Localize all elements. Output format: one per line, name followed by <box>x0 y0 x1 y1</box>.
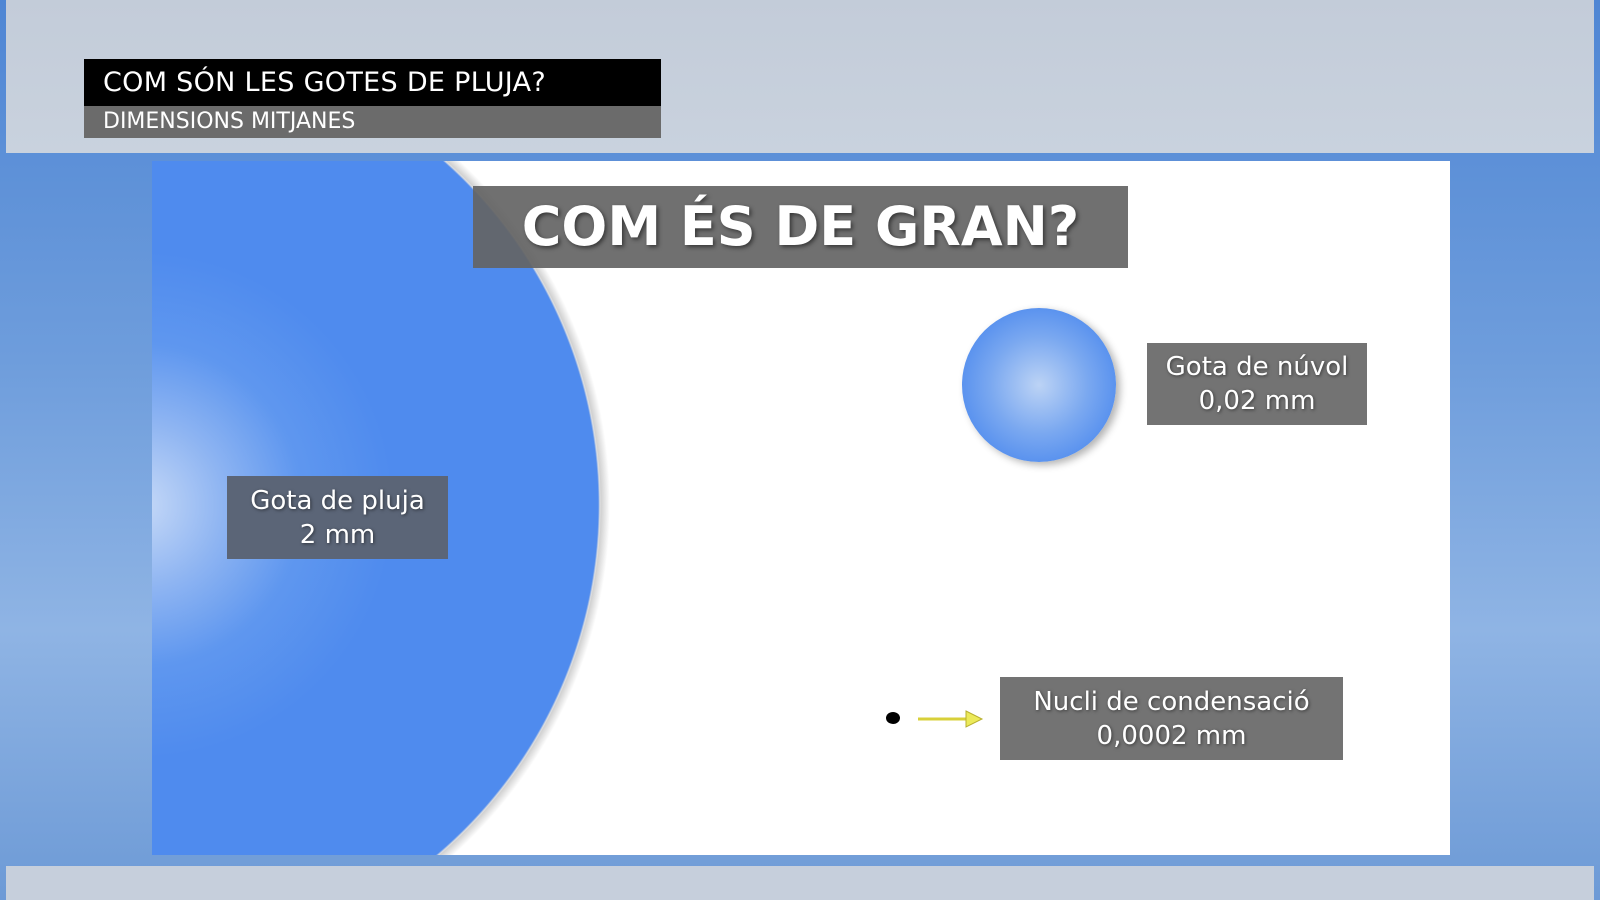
cloud-drop-circle <box>962 308 1116 462</box>
cloud-drop-size: 0,02 mm <box>1198 386 1316 416</box>
nucleus-size: 0,0002 mm <box>1096 720 1247 751</box>
cloud-drop-label: Gota de núvol 0,02 mm <box>1147 343 1367 425</box>
arrow-right-icon <box>918 710 984 728</box>
header-subtitle: DIMENSIONS MITJANES <box>84 106 661 138</box>
condensation-nucleus-dot <box>886 712 900 724</box>
raindrop-name: Gota de pluja <box>250 485 425 516</box>
condensation-nucleus-label: Nucli de condensació 0,0002 mm <box>1000 677 1343 760</box>
bottom-band <box>6 866 1594 900</box>
raindrop-size: 2 mm <box>299 519 376 550</box>
raindrop-label: Gota de pluja 2 mm <box>227 476 448 559</box>
header-title: COM SÓN LES GOTES DE PLUJA? <box>84 59 661 106</box>
nucleus-name: Nucli de condensació <box>1033 686 1310 717</box>
cloud-drop-name: Gota de núvol <box>1165 352 1349 382</box>
comparison-panel: COM ÉS DE GRAN? Gota de pluja 2 mm Gota … <box>152 161 1450 855</box>
panel-heading: COM ÉS DE GRAN? <box>473 186 1128 268</box>
